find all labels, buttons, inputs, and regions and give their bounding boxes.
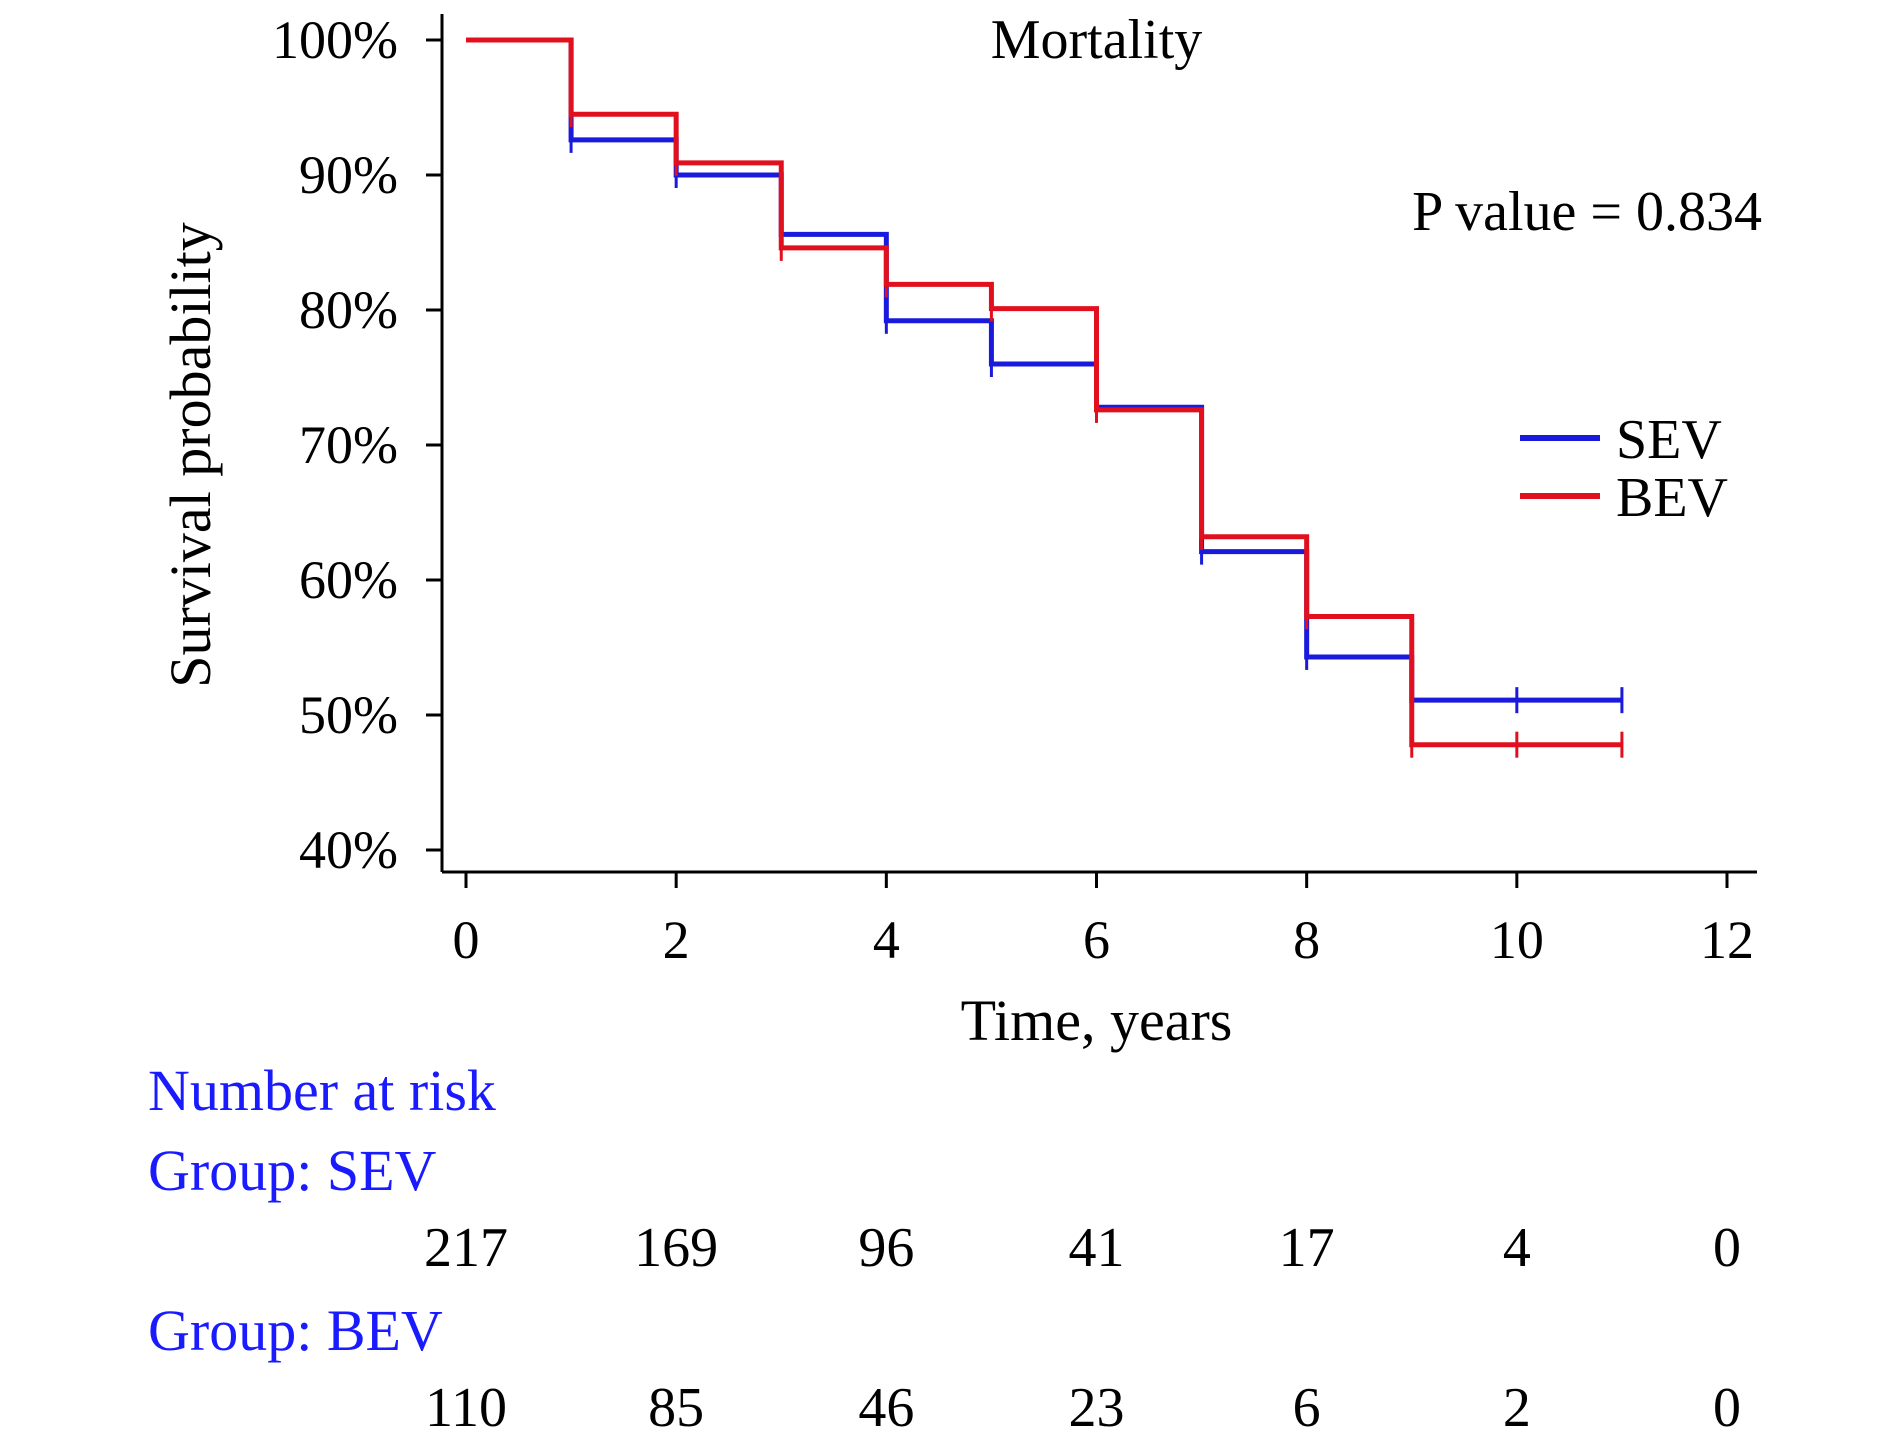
y-tick-label: 90% xyxy=(299,145,398,205)
risk-table-title: Number at risk xyxy=(148,1058,496,1123)
risk-group-label: Group: SEV xyxy=(148,1138,437,1203)
risk-count: 41 xyxy=(1069,1217,1125,1279)
x-tick-label: 2 xyxy=(663,910,690,970)
risk-count: 4 xyxy=(1503,1217,1531,1279)
x-tick-label: 10 xyxy=(1490,910,1544,970)
risk-count: 46 xyxy=(858,1377,914,1427)
risk-count: 85 xyxy=(648,1377,704,1427)
x-tick-label: 12 xyxy=(1700,910,1754,970)
risk-count: 17 xyxy=(1279,1217,1335,1279)
y-tick-label: 60% xyxy=(299,550,398,610)
series-line-bev xyxy=(466,37,1622,748)
chart-title: Mortality xyxy=(991,9,1203,71)
legend-label-bev: BEV xyxy=(1616,467,1728,529)
y-axis-title: Survival probability xyxy=(158,222,223,688)
risk-count: 0 xyxy=(1713,1217,1741,1279)
x-tick-label: 4 xyxy=(873,910,900,970)
series-group xyxy=(466,37,1624,758)
risk-count: 6 xyxy=(1293,1377,1321,1427)
x-tick-label: 0 xyxy=(453,910,480,970)
legend-label-sev: SEV xyxy=(1616,409,1722,471)
y-tick-label: 100% xyxy=(272,10,398,70)
risk-count: 96 xyxy=(858,1217,914,1279)
y-tick-label: 50% xyxy=(299,685,398,745)
risk-group-label: Group: BEV xyxy=(148,1298,443,1363)
y-tick-label: 70% xyxy=(299,415,398,475)
risk-count: 23 xyxy=(1069,1377,1125,1427)
x-tick-label: 8 xyxy=(1293,910,1320,970)
series-line-sev xyxy=(466,37,1622,703)
risk-count: 169 xyxy=(634,1217,718,1279)
risk-count: 110 xyxy=(425,1377,507,1427)
y-ticks: 40% 50% 60% 70% 80% 90% 100% xyxy=(272,10,442,880)
risk-table: Number at risk Group: SEV 217 169 96 41 17 4 0 G… xyxy=(148,1058,1741,1432)
y-tick-label: 80% xyxy=(299,280,398,340)
p-value-annotation: P value = 0.834 xyxy=(1412,181,1762,243)
risk-count: 0 xyxy=(1713,1377,1741,1427)
x-axis-title: Time, years xyxy=(961,988,1233,1053)
risk-count: 217 xyxy=(424,1217,508,1279)
x-ticks: 0 2 4 6 8 10 12 xyxy=(453,872,1754,970)
axes xyxy=(440,14,1757,874)
risk-count: 2 xyxy=(1503,1377,1531,1427)
x-tick-label: 6 xyxy=(1083,910,1110,970)
y-tick-label: 40% xyxy=(299,820,398,880)
